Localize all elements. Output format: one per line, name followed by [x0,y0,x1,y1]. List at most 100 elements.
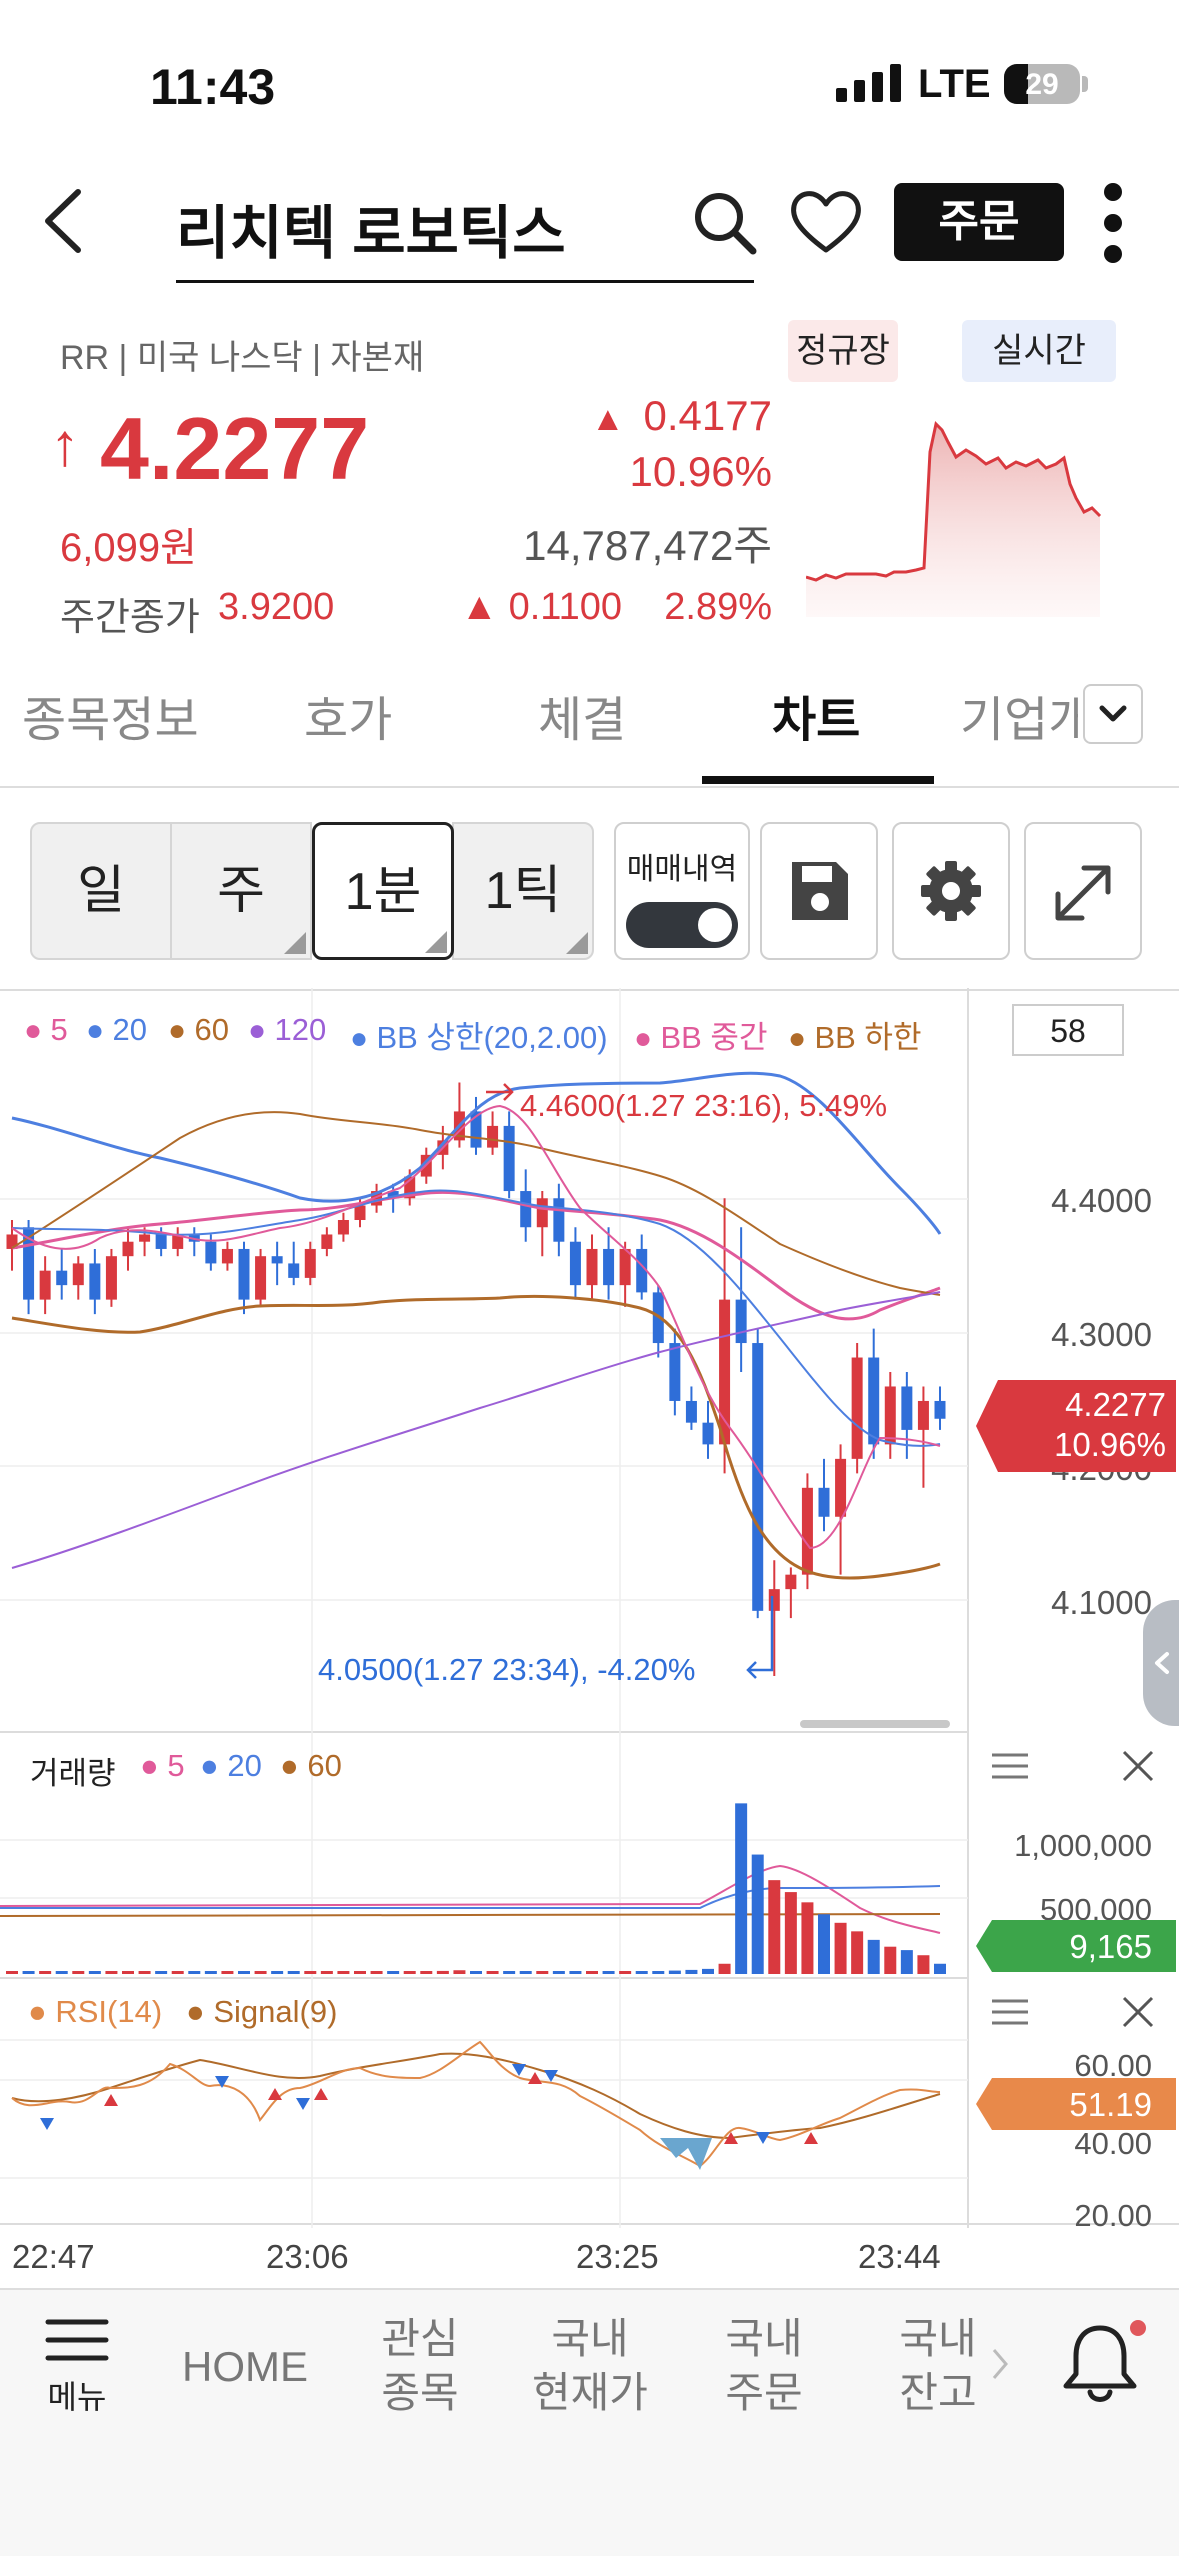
candle [122,1227,134,1271]
close-icon[interactable] [1120,1748,1156,1784]
legend-ma20[interactable]: ● 20 [86,1012,147,1047]
chart-canvas[interactable] [0,988,1179,2288]
candle-body [139,1234,151,1242]
stock-title[interactable]: 리치텍 로보틱스 [176,201,566,266]
volume-bar [668,1970,681,1974]
rsi-tick-label: 20.00 [1074,2198,1152,2233]
back-button[interactable] [38,186,98,256]
current-price-tag-value: 4.2277 [1065,1386,1166,1423]
legend-bb-middle[interactable]: ● BB 중간 [634,1020,768,1055]
fullscreen-button[interactable] [1024,822,1142,960]
candle [735,1227,747,1372]
order-button[interactable]: 주문 [894,183,1064,261]
favorite-button[interactable] [788,186,864,256]
status-time: 11:43 [150,59,276,115]
legend-ma60[interactable]: ● 60 [168,1012,229,1047]
x-tick-label: 23:25 [576,2238,659,2275]
candle-body [503,1125,515,1192]
candle [752,1328,764,1619]
toggle-switch[interactable] [626,902,738,948]
volume-legend-ma5[interactable]: ● 5 [140,1748,185,1783]
volume-ma-lines [0,1864,941,1934]
candle-body [89,1263,101,1300]
search-button[interactable] [690,188,760,258]
tab-order-book[interactable]: 호가 [304,694,393,747]
candle-body [155,1234,167,1249]
candle [321,1227,333,1257]
candle-body [470,1111,482,1148]
period-1tick-button[interactable]: 1틱 [452,822,594,960]
candle-body [818,1487,830,1517]
x-tick-label: 22:47 [12,2238,95,2275]
volume-bar [503,1971,516,1974]
hamburger-menu-icon [45,2319,109,2361]
rsi-tag: 51.19 [1069,2086,1152,2123]
intraday-mini-chart[interactable] [806,412,1106,617]
candle-body [255,1256,267,1300]
battery-level: 29 [1025,68,1059,101]
close-icon[interactable] [1120,1994,1156,2030]
save-button[interactable] [760,822,878,960]
nav-domestic-balance[interactable]: 국내 잔고 [899,2315,977,2416]
panel-menu-icon[interactable] [990,1752,1030,1780]
sell-arrow-icon [296,2098,310,2110]
side-panel-handle[interactable] [1143,1600,1179,1726]
tab-executions[interactable]: 체결 [538,694,627,747]
tab-company[interactable]: 기업개 [960,694,1078,747]
rsi-line [11,2040,941,2168]
period-1min-button[interactable]: 1분 [312,822,454,960]
period-day-button[interactable]: 일 [30,822,172,960]
candle-body [371,1191,383,1206]
trade-history-toggle[interactable]: 매매내역 [614,822,750,960]
price-krw: 6,099원 [60,526,197,570]
tab-stock-info[interactable]: 종목정보 [22,694,199,747]
period-week-button[interactable]: 주 [170,822,312,960]
visible-count-box[interactable]: 58 [1012,1004,1124,1056]
more-menu-button[interactable] [1100,183,1126,263]
candle-body [321,1234,333,1249]
volume-bar [453,1970,466,1974]
volume-bar [287,1971,300,1974]
expand-icon [1055,865,1111,921]
change-amount: 0.4177 [643,392,772,439]
x-tick-label: 23:44 [858,2238,941,2275]
menu-label[interactable]: 메뉴 [47,2379,107,2415]
volume-legend-ma20[interactable]: ● 20 [200,1748,262,1783]
candle [89,1248,101,1315]
legend-ma5[interactable]: ● 5 [24,1012,68,1047]
volume-bar [718,1963,731,1974]
nav-domestic-order[interactable]: 국내 주문 [725,2315,803,2416]
nav-home[interactable]: HOME [182,2343,308,2390]
legend-bb-upper[interactable]: ● BB 상한(20,2.00) [350,1020,608,1055]
candle [304,1241,316,1286]
candle [934,1386,946,1430]
settings-button[interactable] [892,822,1010,960]
nav-watchlist[interactable]: 관심 종목 [381,2315,459,2416]
volume-legend-ma60[interactable]: ● 60 [280,1748,342,1783]
panel-menu-icon[interactable] [990,1998,1030,2026]
menu-button[interactable] [44,2318,110,2364]
volume-tag-shape [976,1920,1176,1972]
nav-domestic-price[interactable]: 국내 현재가 [532,2315,648,2416]
volume-bar [784,1892,797,1974]
candle [553,1183,565,1257]
volume-bar [652,1971,665,1974]
volume-bar [436,1970,449,1974]
rsi-legend[interactable]: ● RSI(14) [28,1994,163,2029]
legend-bb-lower[interactable]: ● BB 하한 [788,1020,922,1055]
notification-button[interactable] [1054,2318,1146,2410]
legend-ma120[interactable]: ● 120 [248,1012,327,1047]
volume-bar [370,1971,383,1974]
signal-legend[interactable]: ● Signal(9) [186,1994,338,2029]
candle [917,1386,929,1488]
buy-arrow-icon [268,2088,282,2100]
volume-bar [536,1971,549,1974]
tab-chart[interactable]: 차트 [772,694,861,747]
tab-dropdown-button[interactable] [1083,684,1143,744]
candle-body [271,1256,283,1264]
nav-scroll-right-icon[interactable] [988,2344,1012,2384]
active-tab-indicator [702,776,934,784]
candle-body [603,1248,615,1286]
volume-bar [486,1971,499,1974]
weekly-change-percent: 2.89% [664,586,772,628]
